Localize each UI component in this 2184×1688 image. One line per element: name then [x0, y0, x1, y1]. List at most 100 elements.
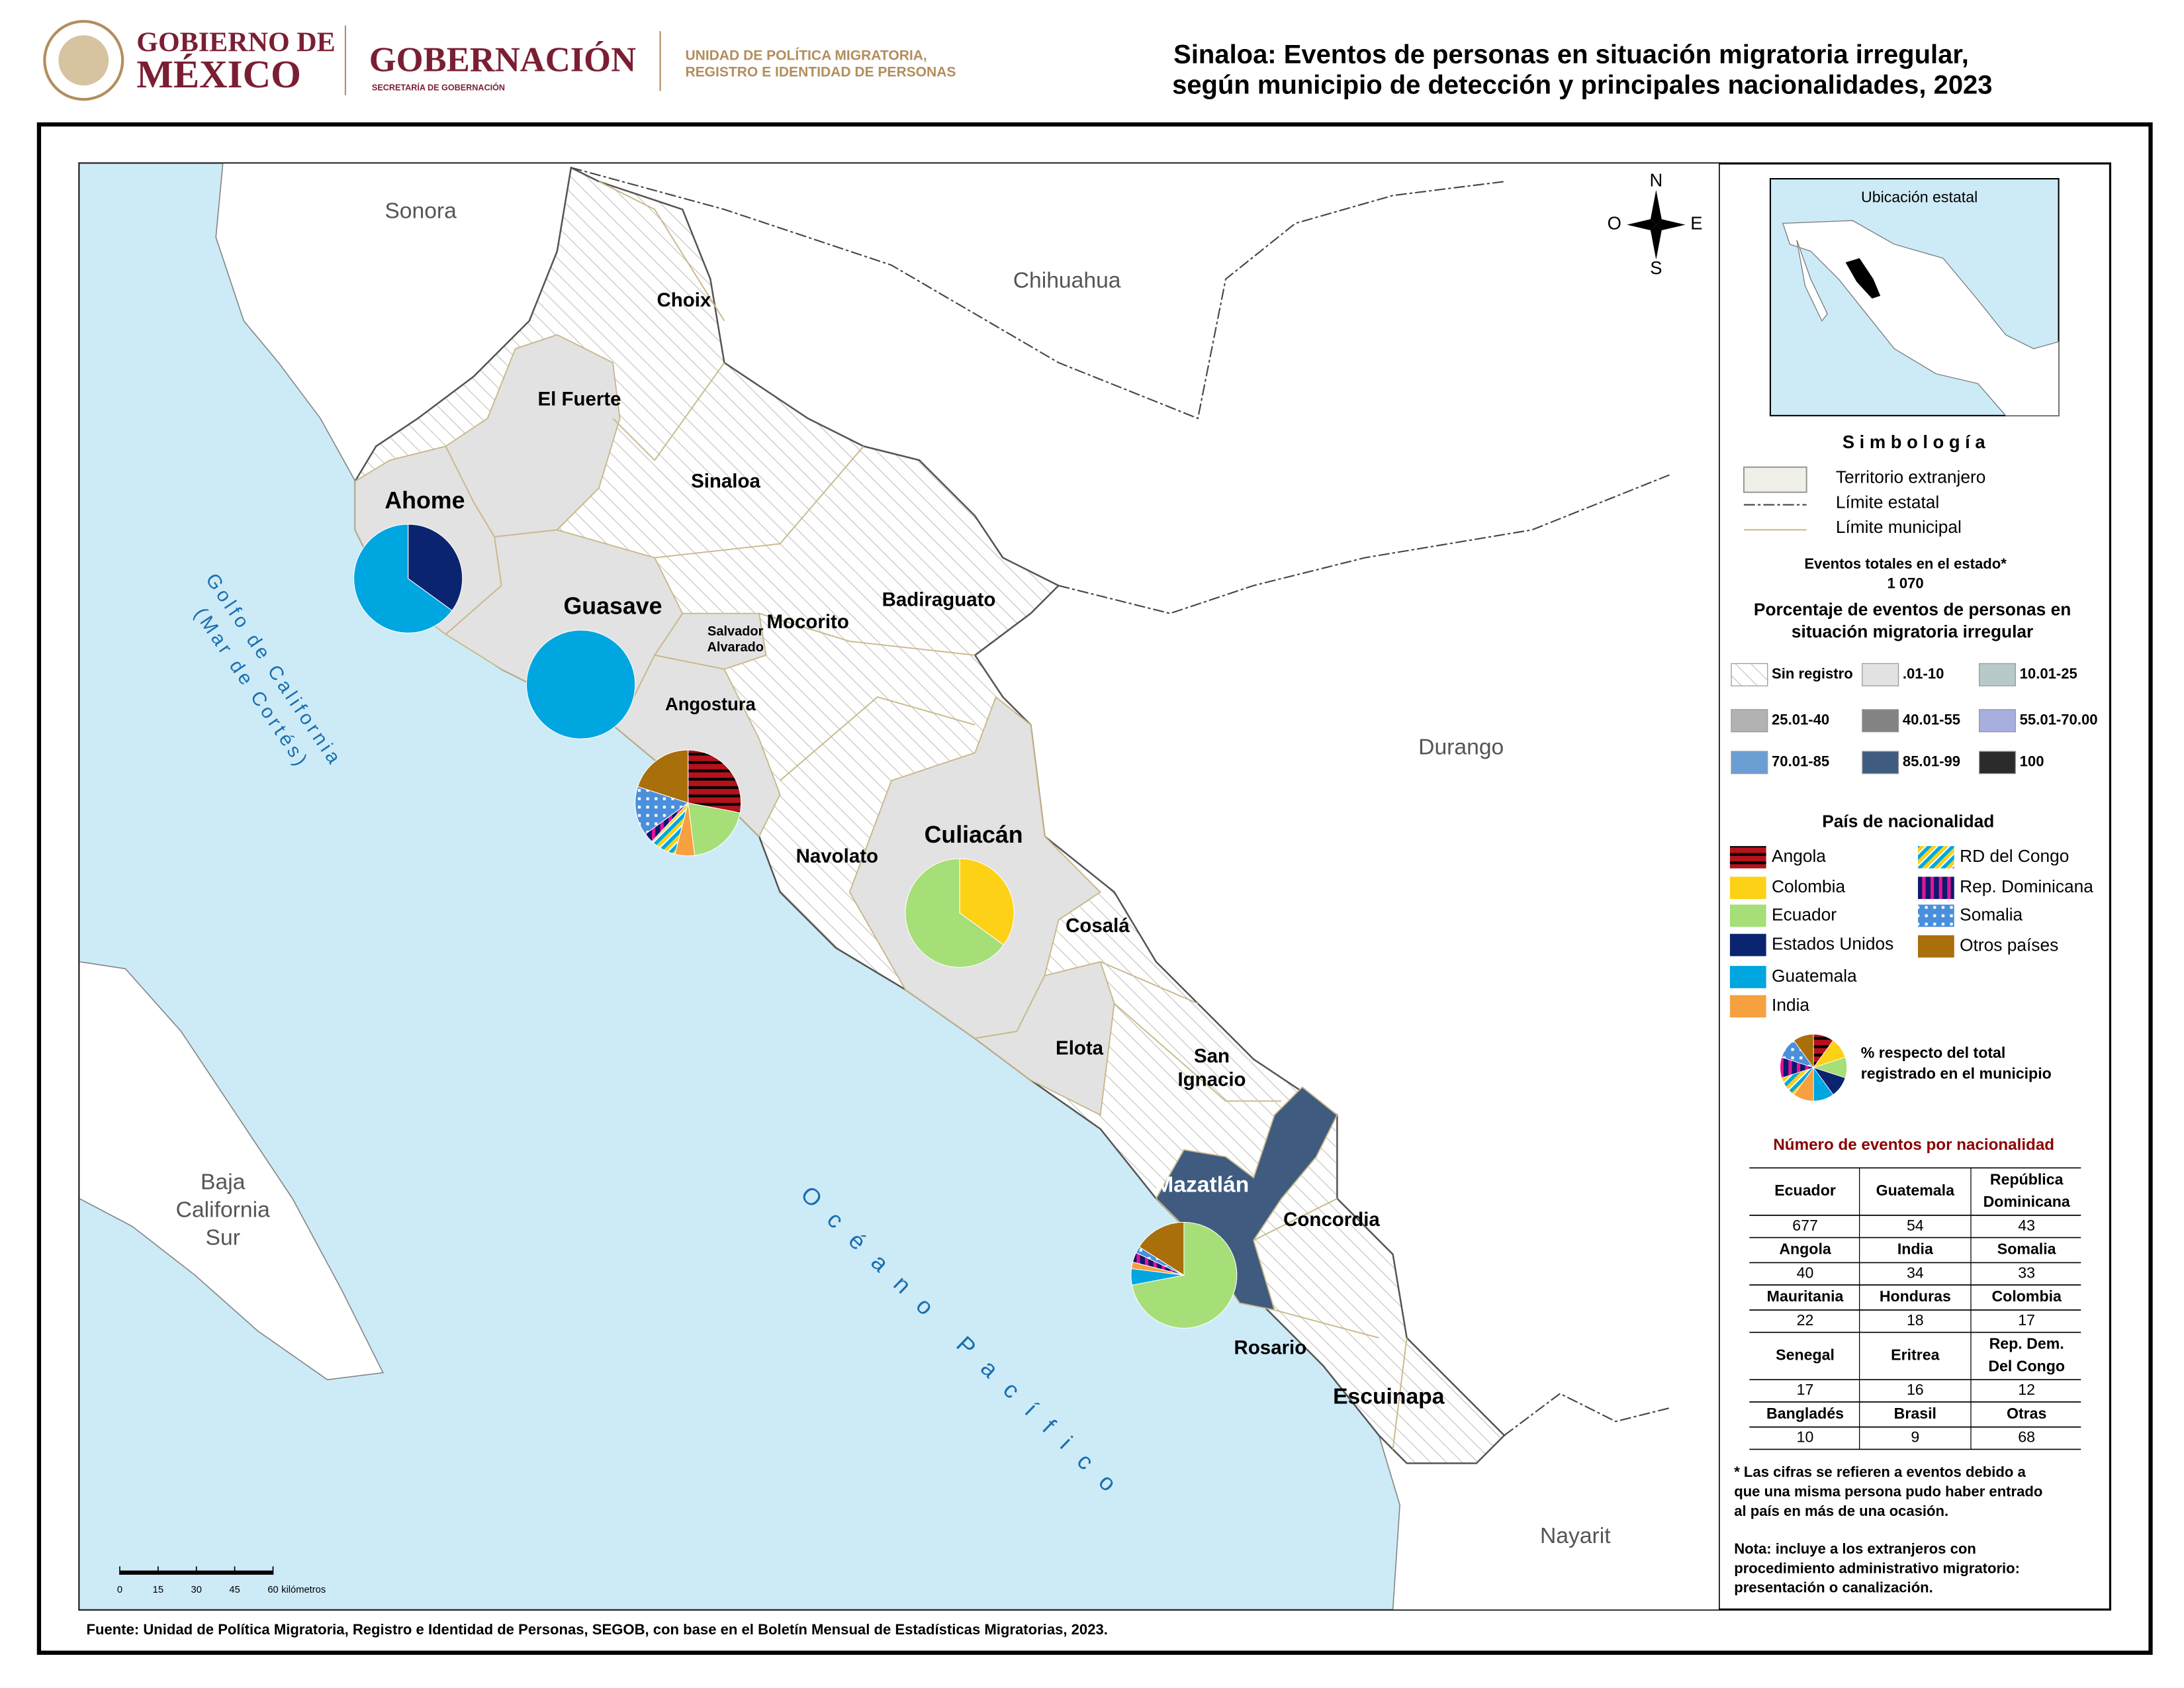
pie-slice	[637, 749, 689, 804]
municipality-label: Ignacio	[1177, 1068, 1246, 1090]
title: según municipio de detección y principal…	[1172, 71, 1992, 100]
class-label: 25.01-40	[1772, 712, 1829, 728]
municipality-label: Mocorito	[766, 611, 848, 633]
nationality-swatch	[1729, 995, 1766, 1018]
table-value: 68	[2018, 1429, 2035, 1446]
inset-title: Ubicación estatal	[1861, 189, 1978, 206]
nationality-label: Angola	[1772, 846, 1826, 866]
table-value: 40	[1797, 1264, 1814, 1281]
table-name: Dominicana	[1983, 1193, 2071, 1210]
nationality-swatch	[1729, 933, 1766, 957]
class-swatch	[1862, 709, 1899, 733]
scale-unit: kilómetros	[281, 1585, 326, 1595]
class-label: 10.01-25	[2020, 665, 2077, 682]
table-name: Otras	[2007, 1405, 2046, 1422]
table-value: 34	[1907, 1264, 1924, 1281]
classes-title: Porcentaje de eventos de personas en	[1754, 599, 2071, 619]
total-label: Eventos totales en el estado*	[1804, 555, 2007, 572]
class-swatch	[1862, 751, 1899, 774]
pie-slice	[408, 524, 463, 612]
table-name: Eritrea	[1891, 1346, 1940, 1364]
nota: Nota: incluye a los extranjeros con	[1734, 1540, 1976, 1557]
municipality-label: Elota	[1056, 1037, 1104, 1059]
class-swatch	[1731, 751, 1768, 774]
class-swatch	[1978, 663, 2016, 686]
symbol-label: Límite municipal	[1836, 517, 1962, 537]
notes: * Las cifras se refieren a eventos debid…	[1734, 1464, 2042, 1596]
municipality	[973, 961, 1115, 1116]
symbol-label: Territorio extranjero	[1836, 467, 1986, 487]
municipality-label: El Fuerte	[537, 388, 621, 410]
source: Fuente: Unidad de Política Migratoria, R…	[86, 1621, 1107, 1638]
municipality	[653, 612, 767, 670]
table-name: Colombia	[1991, 1288, 2062, 1305]
nationality-label: Somalia	[1960, 904, 2023, 924]
table-value: 17	[2018, 1311, 2035, 1329]
table-value: 54	[1907, 1217, 1924, 1234]
municipality	[1155, 1086, 1338, 1311]
class-label: 70.01-85	[1772, 753, 1829, 770]
class-swatch	[1731, 663, 1768, 686]
municipality-label: Sinaloa	[691, 471, 760, 492]
compass-arrow	[1627, 219, 1657, 230]
emblem-core	[58, 35, 109, 86]
municipality-label: Rosario	[1234, 1337, 1307, 1359]
pie-slice	[1131, 1221, 1238, 1329]
nationality-swatch	[1918, 904, 1954, 927]
table-name: Brasil	[1894, 1405, 1936, 1422]
scale-bar: 0 15 30 45 60 kilómetros	[117, 1566, 326, 1595]
map: Ahome El Fuerte Choix Sinaloa Guasave Salvado…	[79, 163, 1719, 1610]
compass-s: S	[1650, 258, 1662, 278]
sample-pie-slice	[1793, 1033, 1814, 1069]
nationality-swatch	[1729, 904, 1766, 927]
class-label: .01-10	[1903, 665, 1944, 682]
table-name: Bangladés	[1766, 1405, 1844, 1422]
table-name: Mauritania	[1767, 1288, 1844, 1305]
municipality-label: Ahome	[385, 487, 465, 514]
table-name: Rep. Dem.	[1989, 1335, 2064, 1352]
pie-slice	[688, 749, 742, 814]
nationality-swatch	[1918, 846, 1954, 868]
gov-line2: MÉXICO	[136, 52, 301, 96]
nationality-table: Ecuador Guatemala República Dominicana 677 54…	[1749, 1167, 2081, 1450]
secretaria: GOBERNACIÓN	[369, 40, 636, 79]
pie-slice	[635, 786, 689, 835]
pie-slice	[688, 802, 741, 856]
municipality-label: Mazatlán	[1155, 1173, 1249, 1197]
table-name: Senegal	[1776, 1346, 1835, 1364]
table-title: Número de eventos por nacionalidad	[1773, 1136, 2054, 1154]
class-label: 55.01-70.00	[2020, 712, 2098, 728]
pie-slice	[526, 630, 636, 739]
nationality-swatch	[1918, 935, 1954, 958]
classes-title: situación migratoria irregular	[1792, 622, 2033, 641]
pie-slice	[959, 858, 1015, 946]
nationality-label: Rep. Dominicana	[1960, 876, 2093, 896]
scale-label: 15	[153, 1585, 163, 1595]
municipality-label: Cosalá	[1066, 915, 1130, 937]
table-value: 22	[1797, 1311, 1814, 1329]
nationality-label: RD del Congo	[1960, 846, 2069, 866]
table-value: 12	[2018, 1381, 2035, 1398]
table-name: India	[1897, 1241, 1934, 1258]
inset: Ubicación estatal	[1769, 178, 2060, 416]
municipality-label: Alvarado	[707, 640, 764, 655]
state-boundaries	[570, 167, 1672, 1436]
foreign-swatch	[1743, 466, 1807, 493]
legend: S i m b o l o g í a Territorio extranjer…	[1729, 432, 2098, 1154]
compass-arrow	[1650, 224, 1662, 260]
scale-label: 45	[229, 1585, 240, 1595]
nationality-swatch	[1729, 876, 1766, 900]
table-name: Somalia	[1997, 1241, 2057, 1258]
region-label: Sur	[206, 1226, 240, 1250]
unit-line2: REGISTRO E IDENTIDAD DE PERSONAS	[685, 65, 956, 80]
table-value: 17	[1797, 1381, 1814, 1398]
municipality-label: Concordia	[1283, 1209, 1380, 1231]
region-label: Durango	[1418, 735, 1504, 760]
nationality-title: País de nacionalidad	[1822, 811, 1994, 831]
municipality-label: Culiacán	[925, 821, 1023, 848]
table-value: 33	[2018, 1264, 2035, 1281]
municipal-boundaries	[598, 181, 1408, 1450]
nota: presentación o canalización.	[1734, 1579, 1933, 1596]
nationality-label: Guatemala	[1772, 966, 1857, 986]
